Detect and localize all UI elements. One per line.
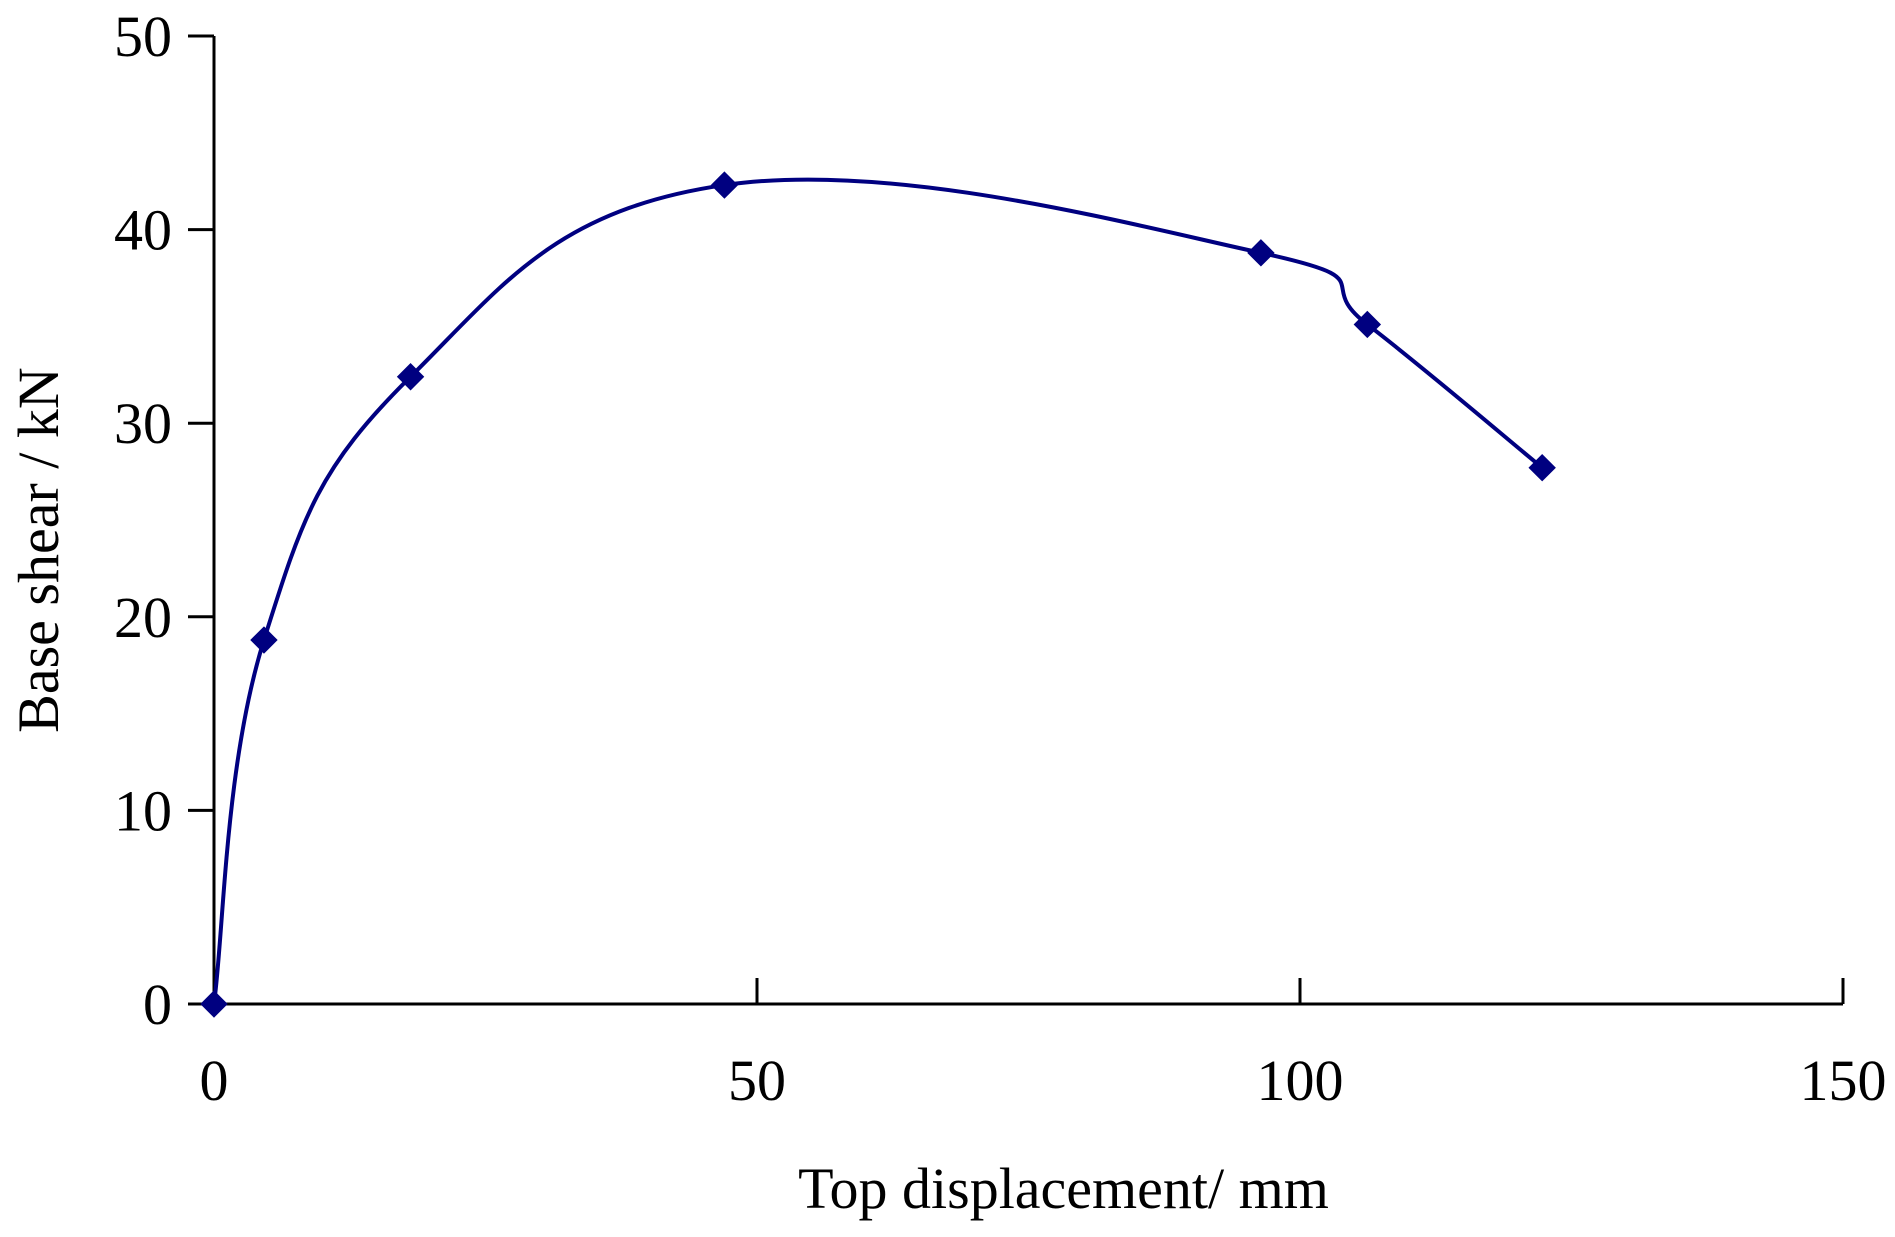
- data-point-marker: [1247, 239, 1275, 267]
- x-tick-label: 100: [1257, 1048, 1344, 1113]
- y-axis-ticks: 0 10 20 30 40 50: [114, 4, 214, 1037]
- x-axis-ticks: 0 50 100 150: [200, 978, 1887, 1113]
- data-point-marker: [250, 626, 278, 654]
- series-line: [212, 177, 1544, 1005]
- y-tick-label: 30: [114, 391, 172, 456]
- data-point-marker: [710, 171, 739, 199]
- data-point-marker: [200, 990, 228, 1018]
- series-layer: [200, 171, 1556, 1018]
- y-tick-label: 10: [114, 778, 172, 843]
- x-tick-label: 50: [728, 1048, 786, 1113]
- y-tick-label: 50: [114, 4, 172, 69]
- y-tick-label: 40: [114, 198, 172, 263]
- x-axis-title: Top displacement/ mm: [798, 1156, 1329, 1221]
- data-point-marker: [1353, 310, 1382, 339]
- data-point-marker: [396, 363, 425, 391]
- data-point-marker: [1528, 454, 1556, 482]
- y-tick-label: 0: [143, 972, 172, 1037]
- y-tick-label: 20: [114, 585, 172, 650]
- x-tick-label: 0: [200, 1048, 229, 1113]
- y-axis-title: Base shear / kN: [6, 367, 71, 733]
- x-tick-label: 150: [1800, 1048, 1887, 1113]
